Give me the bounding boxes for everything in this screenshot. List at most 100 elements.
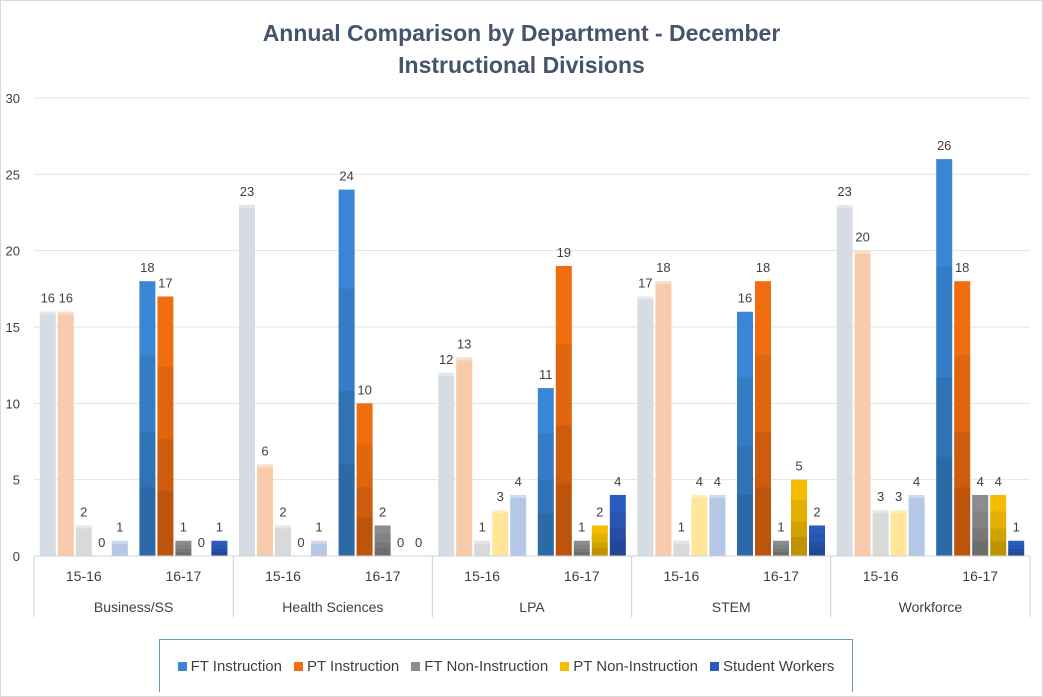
data-label: 26 xyxy=(937,138,951,153)
bar-shade xyxy=(139,432,156,556)
data-label: 0 xyxy=(297,535,304,550)
bar-shade xyxy=(356,444,373,556)
bar xyxy=(854,250,871,556)
data-label: 1 xyxy=(116,520,123,535)
bar-highlight xyxy=(890,510,907,514)
bar-shade xyxy=(591,542,608,556)
group-label: Workforce xyxy=(899,599,963,615)
bar xyxy=(709,494,726,556)
bar-shade xyxy=(990,511,1007,556)
bar xyxy=(972,494,989,556)
bar xyxy=(908,494,925,556)
bar-shade xyxy=(737,377,753,556)
bars xyxy=(39,159,1025,557)
data-label: 1 xyxy=(216,520,223,535)
bar-shade xyxy=(374,542,391,556)
bar-highlight xyxy=(908,494,925,498)
bar xyxy=(456,357,473,556)
data-label: 2 xyxy=(596,504,603,519)
bar xyxy=(609,494,626,556)
bar-shade xyxy=(1008,544,1025,556)
data-label: 24 xyxy=(339,169,353,184)
bar-highlight xyxy=(655,281,672,285)
bar-shade xyxy=(972,528,989,556)
bar-shade xyxy=(954,487,971,556)
bar xyxy=(637,296,654,556)
bar xyxy=(990,494,1007,556)
bar xyxy=(257,464,273,556)
bar-highlight xyxy=(39,311,56,315)
legend-swatch xyxy=(177,661,187,671)
bar-shade xyxy=(537,480,554,556)
bar-shade xyxy=(609,540,626,556)
bar-shade xyxy=(609,528,626,556)
bar-shade xyxy=(936,266,953,556)
data-label: 4 xyxy=(977,474,984,489)
data-label: 16 xyxy=(59,291,73,306)
bar-shade xyxy=(175,544,192,556)
bar xyxy=(492,510,509,556)
bar-shade xyxy=(175,552,192,556)
legend-item: PT Non-Instruction xyxy=(560,658,698,675)
bar-highlight xyxy=(836,204,853,208)
bar-shade xyxy=(175,549,192,556)
bar-shade xyxy=(555,483,572,556)
data-label: 17 xyxy=(158,275,172,290)
bar xyxy=(311,540,327,556)
y-tick-label: 5 xyxy=(13,473,20,488)
legend-swatch xyxy=(293,661,303,671)
bar-highlight xyxy=(257,464,273,468)
year-label: 16-17 xyxy=(763,568,799,584)
legend-label: FT Instruction xyxy=(190,657,282,675)
data-label: 4 xyxy=(614,474,621,489)
y-tick-label: 20 xyxy=(6,244,20,259)
legend-label: PT Instruction xyxy=(306,657,400,675)
data-label: 4 xyxy=(913,474,920,489)
bar xyxy=(555,265,572,556)
bar xyxy=(1008,540,1025,556)
legend-item: Student Workers xyxy=(709,658,834,675)
bar-highlight xyxy=(474,540,491,544)
bar-shade xyxy=(338,288,355,556)
data-label: 1 xyxy=(678,520,685,535)
y-tick-label: 10 xyxy=(6,396,20,411)
bar-highlight xyxy=(637,296,654,300)
bar-highlight xyxy=(311,540,327,544)
year-label: 16-17 xyxy=(564,568,600,584)
legend-item: FT Non-Instruction xyxy=(411,658,548,675)
bar xyxy=(537,388,554,556)
bar-shade xyxy=(755,487,771,556)
data-label: 16 xyxy=(738,291,752,306)
bar-shade xyxy=(990,528,1007,556)
bar-shade xyxy=(374,548,391,556)
data-label: 2 xyxy=(379,504,386,519)
bar-shade xyxy=(573,549,590,556)
bar-shade xyxy=(537,433,554,556)
bar xyxy=(872,510,889,556)
bar-shade xyxy=(737,494,753,556)
bar xyxy=(75,525,92,556)
bar xyxy=(755,281,771,556)
bar-shade xyxy=(954,432,971,556)
year-label: 15-16 xyxy=(66,568,102,584)
bar-highlight xyxy=(492,510,509,514)
bar xyxy=(573,540,590,556)
gridlines xyxy=(34,97,1030,557)
bar-shade xyxy=(773,552,789,556)
legend-label: FT Non-Instruction xyxy=(424,657,549,675)
data-label: 4 xyxy=(995,474,1002,489)
group-label: LPA xyxy=(519,599,545,615)
bar-highlight xyxy=(438,372,455,376)
data-label: 3 xyxy=(877,489,884,504)
group-label: STEM xyxy=(712,599,751,615)
legend-swatch xyxy=(560,661,570,671)
bar-shade xyxy=(1008,549,1025,556)
bar-shade xyxy=(954,355,971,556)
bar-shade xyxy=(755,355,771,556)
year-label: 16-17 xyxy=(165,568,201,584)
bar xyxy=(111,540,128,556)
bar-shade xyxy=(157,366,174,556)
data-label: 3 xyxy=(497,489,504,504)
bar-highlight xyxy=(691,494,708,498)
